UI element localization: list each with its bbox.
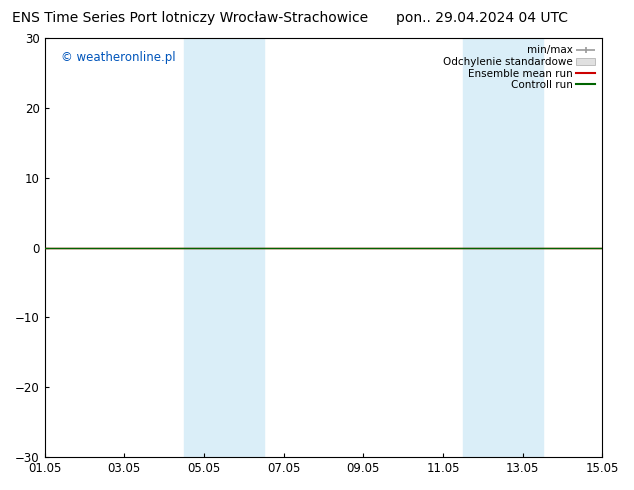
Text: ENS Time Series Port lotniczy Wrocław-Strachowice: ENS Time Series Port lotniczy Wrocław-St… — [12, 11, 368, 25]
Text: pon.. 29.04.2024 04 UTC: pon.. 29.04.2024 04 UTC — [396, 11, 568, 25]
Text: © weatheronline.pl: © weatheronline.pl — [61, 50, 176, 64]
Bar — [184, 38, 264, 457]
Bar — [463, 38, 543, 457]
Legend: min/max, Odchylenie standardowe, Ensemble mean run, Controll run: min/max, Odchylenie standardowe, Ensembl… — [441, 43, 597, 92]
